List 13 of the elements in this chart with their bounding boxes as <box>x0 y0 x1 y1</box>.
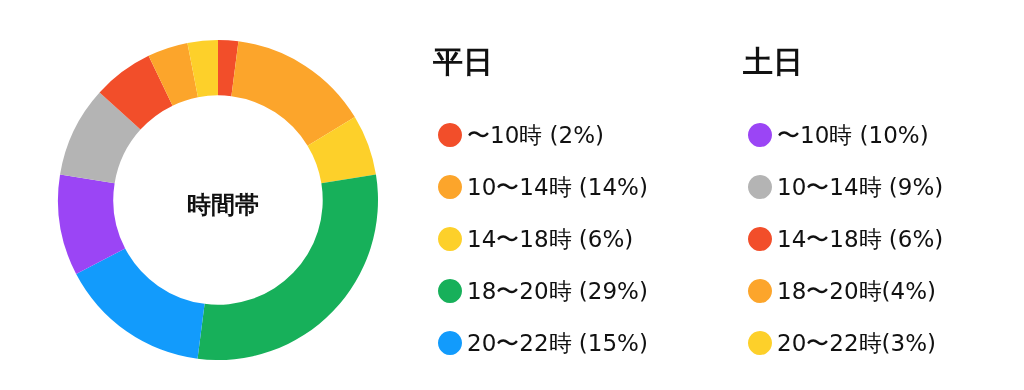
legend-label: 14〜18時 (6%) <box>777 226 944 252</box>
legend-label: 14〜18時 (6%) <box>467 226 634 252</box>
legend-label: 20〜22時 (15%) <box>467 330 648 356</box>
legend-label: 〜10時 (2%) <box>467 122 605 148</box>
legend-label: 18〜20時 (29%) <box>467 278 648 304</box>
text: 時間帯 <box>187 191 259 219</box>
text: 土日 <box>742 43 803 79</box>
legend-label: 10〜14時 (9%) <box>777 174 944 200</box>
legend-label: 〜10時 (10%) <box>777 122 929 148</box>
legend-label: 20〜22時(3%) <box>777 330 936 356</box>
text: 平日 <box>432 43 493 79</box>
legend-label: 10〜14時 (14%) <box>467 174 648 200</box>
legend-label: 18〜20時(4%) <box>777 278 936 304</box>
